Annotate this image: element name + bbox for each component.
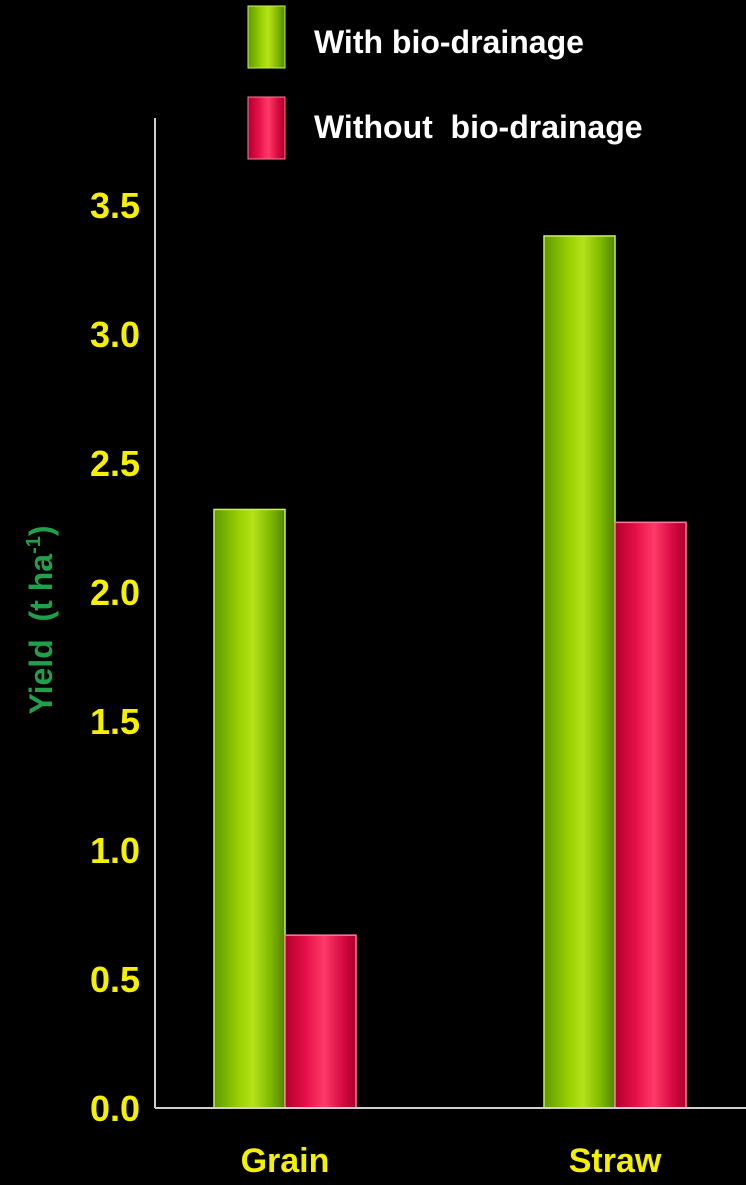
bar-straw-series-0 <box>543 235 616 1109</box>
legend-swatch-with-bio-drainage <box>247 5 286 69</box>
y-tick-label: 0.5 <box>90 959 140 1000</box>
bars <box>213 235 687 1109</box>
y-axis-title: Yield (t ha-1) <box>23 525 59 714</box>
y-tick-label: 0.0 <box>90 1088 140 1129</box>
y-axis-title-superscript: -1 <box>23 536 45 554</box>
y-tick-label: 2.5 <box>90 443 140 484</box>
legend: With bio-drainage Without bio-drainage <box>247 5 643 160</box>
y-tick-label: 3.0 <box>90 314 140 355</box>
y-tick-label: 2.0 <box>90 572 140 613</box>
y-tick-labels: 0.0 0.5 1.0 1.5 2.0 2.5 3.0 3.5 <box>90 185 140 1129</box>
x-tick-label-straw: Straw <box>569 1142 662 1180</box>
y-tick-label: 1.5 <box>90 701 140 742</box>
y-tick-label: 3.5 <box>90 185 140 226</box>
bar-grain-series-1 <box>284 934 357 1109</box>
y-axis-title-close: ) <box>23 525 59 536</box>
x-tick-label-grain: Grain <box>241 1142 330 1180</box>
y-axis-title-main: Yield (t ha <box>23 554 59 715</box>
bar-grain-series-0 <box>213 508 286 1109</box>
legend-swatch-without-bio-drainage <box>247 96 286 160</box>
legend-label-with-bio-drainage: With bio-drainage <box>314 24 584 60</box>
bar-straw-series-1 <box>614 521 687 1109</box>
y-tick-label: 1.0 <box>90 830 140 871</box>
legend-label-without-bio-drainage: Without bio-drainage <box>314 109 643 145</box>
x-tick-labels: Grain Straw <box>241 1142 662 1180</box>
